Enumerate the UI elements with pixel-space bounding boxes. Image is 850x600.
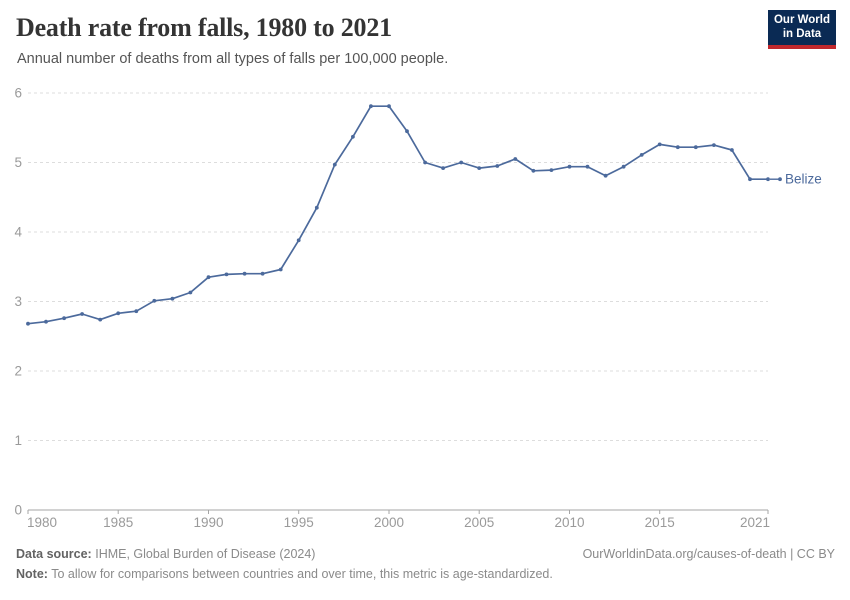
data-point[interactable] — [206, 275, 211, 280]
data-source-line: Data source: IHME, Global Burden of Dise… — [16, 547, 315, 561]
data-point[interactable] — [567, 164, 572, 169]
data-point[interactable] — [585, 164, 590, 169]
data-point[interactable] — [603, 173, 608, 178]
logo-line-1: Our World — [773, 14, 830, 26]
data-point[interactable] — [477, 166, 482, 170]
data-point[interactable] — [369, 104, 373, 109]
x-tick-label: 2015 — [645, 515, 675, 530]
data-point[interactable] — [296, 238, 301, 243]
data-point[interactable] — [152, 298, 157, 303]
data-point[interactable] — [170, 296, 175, 301]
data-point[interactable] — [531, 168, 536, 173]
data-point[interactable] — [441, 166, 445, 170]
data-point[interactable] — [621, 164, 626, 169]
data-point[interactable] — [495, 164, 500, 168]
data-point[interactable] — [278, 267, 283, 272]
x-tick-label: 2000 — [374, 515, 404, 530]
chart-title: Death rate from falls, 1980 to 2021 — [16, 13, 392, 42]
data-point[interactable] — [134, 309, 139, 314]
note-text: To allow for comparisons between countri… — [51, 567, 553, 581]
note-line: Note: To allow for comparisons between c… — [16, 567, 553, 581]
data-point[interactable] — [242, 271, 247, 276]
data-point[interactable] — [748, 177, 752, 182]
series-end-label[interactable]: Belize — [785, 172, 822, 187]
data-point[interactable] — [26, 321, 30, 326]
data-point[interactable] — [80, 312, 84, 316]
data-source-label: Data source: — [16, 547, 92, 561]
data-point[interactable] — [657, 142, 662, 147]
owid-logo[interactable]: Our World in Data — [768, 10, 836, 49]
data-point[interactable] — [693, 145, 698, 150]
data-point[interactable] — [224, 272, 229, 277]
data-point[interactable] — [675, 145, 680, 150]
data-point[interactable] — [423, 160, 427, 165]
data-point[interactable] — [387, 104, 391, 109]
y-tick-label: 1 — [14, 433, 22, 448]
data-point[interactable] — [116, 311, 121, 316]
y-tick-label: 5 — [14, 155, 22, 170]
data-point[interactable] — [44, 319, 48, 324]
data-point[interactable] — [513, 157, 518, 161]
owid-url-link[interactable]: OurWorldinData.org/causes-of-death | CC … — [582, 547, 835, 561]
x-tick-label: 2021 — [740, 515, 770, 530]
data-point[interactable] — [766, 177, 770, 182]
data-point[interactable] — [639, 153, 644, 157]
x-tick-label: 1980 — [27, 515, 57, 530]
data-point[interactable] — [351, 134, 355, 139]
data-point[interactable] — [314, 205, 319, 210]
data-point[interactable] — [62, 316, 66, 321]
series-label-dot — [778, 177, 782, 182]
data-point[interactable] — [405, 129, 409, 134]
data-point[interactable] — [98, 317, 103, 322]
x-tick-label: 2005 — [464, 515, 494, 530]
data-point[interactable] — [730, 148, 734, 152]
x-tick-label: 1990 — [193, 515, 223, 530]
y-tick-label: 0 — [14, 503, 22, 518]
x-tick-label: 1995 — [284, 515, 314, 530]
chart-subtitle: Annual number of deaths from all types o… — [17, 51, 449, 67]
data-point[interactable] — [459, 160, 464, 165]
note-label: Note: — [16, 567, 48, 581]
data-point[interactable] — [549, 168, 554, 172]
x-tick-label: 2010 — [554, 515, 584, 530]
data-source-text: IHME, Global Burden of Disease (2024) — [95, 547, 316, 561]
line-chart: 0 1 2 3 4 5 6 1980 1985 1990 1995 2000 2005 2010 2015 2… — [14, 86, 822, 531]
y-tick-label: 3 — [14, 294, 22, 309]
data-point[interactable] — [260, 271, 265, 276]
data-point[interactable] — [188, 290, 193, 295]
logo-line-2: in Data — [782, 27, 822, 40]
y-tick-label: 6 — [14, 86, 22, 101]
data-point[interactable] — [712, 143, 716, 147]
x-tick-label: 1985 — [103, 515, 133, 530]
series-line[interactable] — [27, 105, 769, 325]
y-tick-label: 2 — [14, 364, 22, 379]
y-tick-label: 4 — [14, 225, 22, 240]
data-point[interactable] — [332, 162, 337, 167]
